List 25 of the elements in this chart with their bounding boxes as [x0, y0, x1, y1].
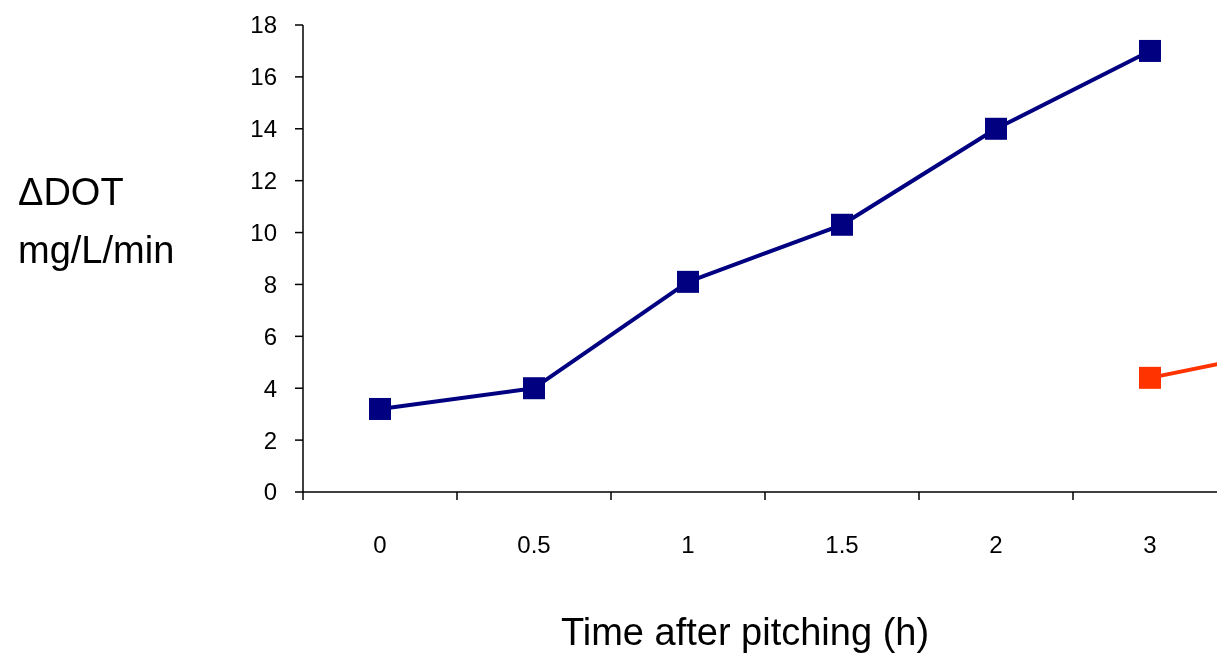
x-tick-label: 1: [681, 531, 695, 558]
y-tick-label: 16: [250, 63, 277, 91]
point: [1139, 366, 1161, 389]
y-tick-label: 12: [250, 167, 277, 195]
y-tick-label: 18: [250, 11, 277, 39]
point: [985, 117, 1007, 140]
y-tick-label: 0: [263, 478, 277, 506]
y-tick-label: 4: [263, 374, 277, 402]
x-tick-label: 2: [989, 531, 1003, 558]
y-tick-label: 6: [263, 322, 277, 350]
x-tick-label: 1.5: [825, 531, 859, 558]
point: [677, 270, 699, 293]
y-tick-label: 14: [250, 115, 277, 143]
point: [831, 213, 853, 236]
point: [523, 377, 545, 400]
point: [1139, 39, 1161, 62]
x-tick-label: 0.5: [517, 531, 551, 558]
y-tick-label: 8: [263, 270, 277, 298]
point: [369, 397, 391, 420]
y-axis-title: ΔDOT mg/L/min: [18, 171, 175, 271]
x-axis-title: Time after pitching (h): [560, 611, 930, 653]
x-tick-label: 0: [373, 531, 387, 558]
y-tick-label: 10: [250, 218, 277, 246]
y-tick-label: 2: [263, 426, 277, 454]
x-tick-label: 3: [1143, 531, 1157, 558]
